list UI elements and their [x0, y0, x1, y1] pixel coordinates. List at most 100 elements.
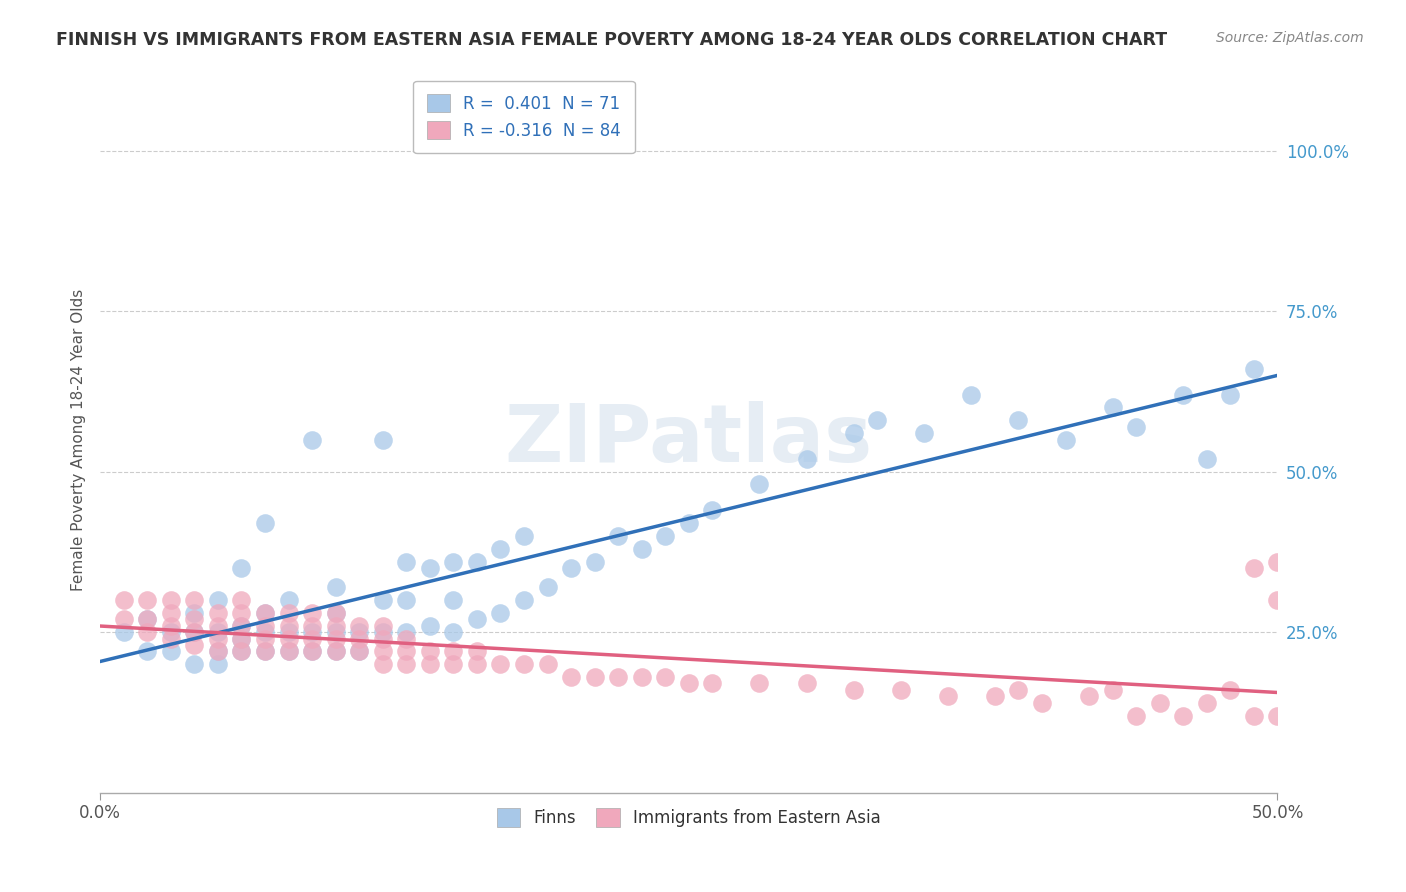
Point	[465, 644, 488, 658]
Point	[277, 606, 299, 620]
Point	[325, 625, 347, 640]
Point	[183, 638, 205, 652]
Point	[607, 670, 630, 684]
Point	[371, 632, 394, 646]
Point	[159, 632, 181, 646]
Point	[1173, 387, 1195, 401]
Point	[489, 657, 512, 672]
Point	[419, 657, 441, 672]
Point	[1195, 696, 1218, 710]
Point	[301, 606, 323, 620]
Point	[441, 554, 464, 568]
Point	[277, 644, 299, 658]
Point	[1125, 708, 1147, 723]
Legend: Finns, Immigrants from Eastern Asia: Finns, Immigrants from Eastern Asia	[491, 802, 887, 834]
Point	[371, 593, 394, 607]
Point	[960, 387, 983, 401]
Point	[325, 606, 347, 620]
Point	[301, 632, 323, 646]
Point	[419, 561, 441, 575]
Point	[207, 644, 229, 658]
Point	[1195, 451, 1218, 466]
Point	[301, 433, 323, 447]
Point	[136, 625, 159, 640]
Point	[253, 618, 276, 632]
Point	[347, 644, 370, 658]
Point	[395, 644, 418, 658]
Point	[183, 657, 205, 672]
Point	[325, 618, 347, 632]
Point	[890, 682, 912, 697]
Point	[207, 618, 229, 632]
Point	[112, 625, 135, 640]
Point	[231, 618, 253, 632]
Point	[207, 606, 229, 620]
Point	[301, 644, 323, 658]
Point	[183, 612, 205, 626]
Point	[936, 690, 959, 704]
Point	[1219, 682, 1241, 697]
Point	[253, 625, 276, 640]
Point	[441, 625, 464, 640]
Point	[371, 618, 394, 632]
Point	[465, 554, 488, 568]
Point	[277, 625, 299, 640]
Point	[678, 676, 700, 690]
Point	[1243, 362, 1265, 376]
Point	[630, 541, 652, 556]
Point	[112, 612, 135, 626]
Point	[347, 618, 370, 632]
Point	[371, 625, 394, 640]
Point	[136, 612, 159, 626]
Point	[1149, 696, 1171, 710]
Point	[231, 561, 253, 575]
Point	[513, 657, 536, 672]
Point	[301, 644, 323, 658]
Point	[371, 644, 394, 658]
Y-axis label: Female Poverty Among 18-24 Year Olds: Female Poverty Among 18-24 Year Olds	[72, 288, 86, 591]
Point	[159, 593, 181, 607]
Point	[1219, 387, 1241, 401]
Point	[842, 426, 865, 441]
Point	[136, 593, 159, 607]
Point	[301, 625, 323, 640]
Point	[678, 516, 700, 530]
Point	[325, 632, 347, 646]
Point	[277, 618, 299, 632]
Point	[1125, 419, 1147, 434]
Text: FINNISH VS IMMIGRANTS FROM EASTERN ASIA FEMALE POVERTY AMONG 18-24 YEAR OLDS COR: FINNISH VS IMMIGRANTS FROM EASTERN ASIA …	[56, 31, 1167, 49]
Point	[748, 676, 770, 690]
Point	[1007, 413, 1029, 427]
Point	[253, 644, 276, 658]
Point	[441, 644, 464, 658]
Point	[325, 606, 347, 620]
Point	[183, 625, 205, 640]
Point	[231, 593, 253, 607]
Point	[395, 554, 418, 568]
Point	[159, 618, 181, 632]
Point	[112, 593, 135, 607]
Point	[1007, 682, 1029, 697]
Point	[796, 451, 818, 466]
Point	[583, 554, 606, 568]
Point	[207, 657, 229, 672]
Point	[325, 644, 347, 658]
Point	[371, 657, 394, 672]
Point	[207, 593, 229, 607]
Point	[702, 503, 724, 517]
Point	[207, 632, 229, 646]
Point	[441, 593, 464, 607]
Point	[654, 670, 676, 684]
Point	[325, 644, 347, 658]
Point	[253, 516, 276, 530]
Point	[183, 606, 205, 620]
Point	[371, 433, 394, 447]
Point	[231, 632, 253, 646]
Point	[536, 580, 558, 594]
Point	[489, 606, 512, 620]
Text: Source: ZipAtlas.com: Source: ZipAtlas.com	[1216, 31, 1364, 45]
Point	[231, 644, 253, 658]
Point	[465, 657, 488, 672]
Point	[231, 618, 253, 632]
Point	[866, 413, 889, 427]
